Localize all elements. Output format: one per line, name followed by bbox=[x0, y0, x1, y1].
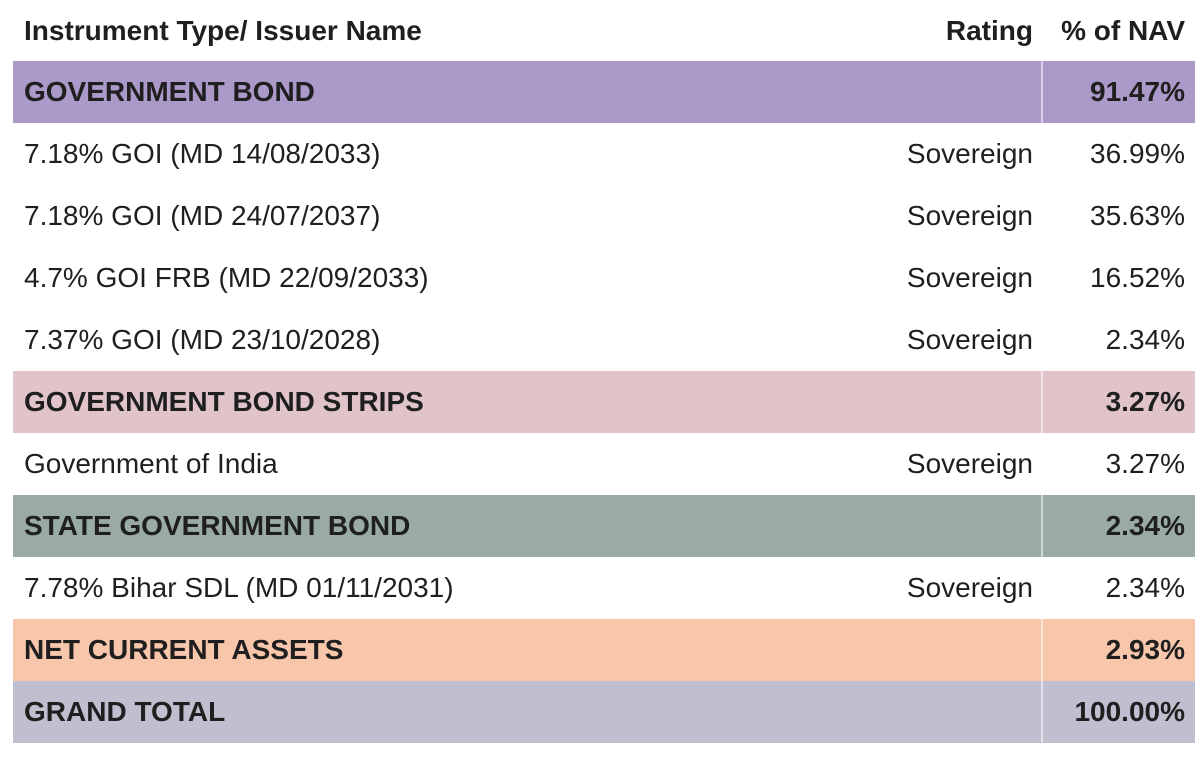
rating-cell: Sovereign bbox=[906, 448, 1033, 479]
rating-cell: Sovereign bbox=[906, 200, 1033, 231]
nav-percent-cell: 3.27% bbox=[1041, 371, 1195, 433]
category-row: NET CURRENT ASSETS 2.93% bbox=[13, 619, 1195, 681]
instrument-name: GRAND TOTAL bbox=[24, 696, 226, 727]
rating-cell: Sovereign bbox=[906, 572, 1033, 603]
header-instrument: Instrument Type/ Issuer Name bbox=[24, 14, 422, 46]
rating-cell: Sovereign bbox=[906, 138, 1033, 169]
table-row: Government of India Sovereign 3.27% bbox=[13, 433, 1195, 495]
table-body: GOVERNMENT BOND 91.47% 7.18% GOI (MD 14/08… bbox=[13, 61, 1195, 743]
instrument-name: 7.37% GOI (MD 23/10/2028) bbox=[24, 324, 381, 355]
nav-percent-cell: 100.00% bbox=[1041, 681, 1195, 743]
nav-percent-cell: 16.52% bbox=[1090, 262, 1185, 293]
nav-percent-cell: 3.27% bbox=[1105, 448, 1185, 479]
nav-percent-cell: 2.34% bbox=[1105, 572, 1185, 603]
table-row: 4.7% GOI FRB (MD 22/09/2033) Sovereign 16.… bbox=[13, 247, 1195, 309]
nav-percent-cell: 2.93% bbox=[1041, 619, 1195, 681]
nav-percent-cell: 35.63% bbox=[1090, 200, 1185, 231]
instrument-name: STATE GOVERNMENT BOND bbox=[24, 510, 411, 541]
table-row: 7.18% GOI (MD 24/07/2037) Sovereign 35.63% bbox=[13, 185, 1195, 247]
header-rating: Rating bbox=[945, 14, 1033, 46]
instrument-name: 7.18% GOI (MD 24/07/2037) bbox=[24, 200, 381, 231]
nav-percent-cell: 91.47% bbox=[1041, 61, 1195, 123]
instrument-name: 7.78% Bihar SDL (MD 01/11/2031) bbox=[24, 572, 454, 603]
category-row: GRAND TOTAL 100.00% bbox=[13, 681, 1195, 743]
nav-percent-cell: 36.99% bbox=[1090, 138, 1185, 169]
nav-percent-cell: 2.34% bbox=[1041, 495, 1195, 557]
category-row: GOVERNMENT BOND 91.47% bbox=[13, 61, 1195, 123]
nav-percent-cell: 2.34% bbox=[1105, 324, 1185, 355]
instrument-name: 4.7% GOI FRB (MD 22/09/2033) bbox=[24, 262, 429, 293]
table-row: 7.78% Bihar SDL (MD 01/11/2031) Sovereign… bbox=[13, 557, 1195, 619]
category-row: STATE GOVERNMENT BOND 2.34% bbox=[13, 495, 1195, 557]
table-row: 7.37% GOI (MD 23/10/2028) Sovereign 2.34% bbox=[13, 309, 1195, 371]
instrument-name: Government of India bbox=[24, 448, 278, 479]
table-header: Instrument Type/ Issuer Name Rating % of… bbox=[13, 0, 1195, 61]
instrument-name: GOVERNMENT BOND bbox=[24, 76, 315, 107]
category-row: GOVERNMENT BOND STRIPS 3.27% bbox=[13, 371, 1195, 433]
instrument-name: NET CURRENT ASSETS bbox=[24, 634, 344, 665]
rating-cell: Sovereign bbox=[906, 262, 1033, 293]
instrument-name: 7.18% GOI (MD 14/08/2033) bbox=[24, 138, 381, 169]
table-row: 7.18% GOI (MD 14/08/2033) Sovereign 36.99% bbox=[13, 123, 1195, 185]
portfolio-table: Instrument Type/ Issuer Name Rating % of… bbox=[13, 0, 1195, 743]
instrument-name: GOVERNMENT BOND STRIPS bbox=[24, 386, 424, 417]
header-nav: % of NAV bbox=[1061, 14, 1185, 46]
rating-cell: Sovereign bbox=[906, 324, 1033, 355]
